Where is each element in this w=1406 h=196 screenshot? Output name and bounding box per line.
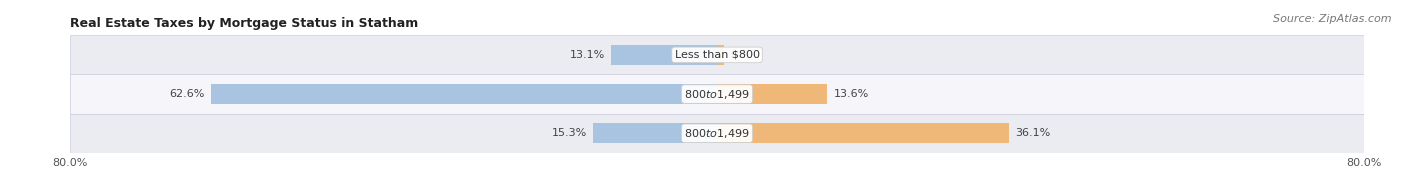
Text: 62.6%: 62.6% [169,89,204,99]
Bar [717,45,724,65]
Text: 13.6%: 13.6% [834,89,869,99]
Text: Source: ZipAtlas.com: Source: ZipAtlas.com [1274,14,1392,24]
Bar [70,74,1364,114]
Bar [593,123,717,143]
Bar [70,35,1364,74]
Text: Less than $800: Less than $800 [675,50,759,60]
Text: 15.3%: 15.3% [551,128,586,138]
Text: 0.8%: 0.8% [730,50,758,60]
Text: $800 to $1,499: $800 to $1,499 [685,127,749,140]
Text: 36.1%: 36.1% [1015,128,1050,138]
Text: $800 to $1,499: $800 to $1,499 [685,88,749,101]
Bar [612,45,717,65]
Text: Real Estate Taxes by Mortgage Status in Statham: Real Estate Taxes by Mortgage Status in … [70,17,419,30]
Bar [717,123,1010,143]
Bar [70,114,1364,153]
Bar [211,84,717,104]
Bar [717,84,827,104]
Text: 13.1%: 13.1% [569,50,605,60]
